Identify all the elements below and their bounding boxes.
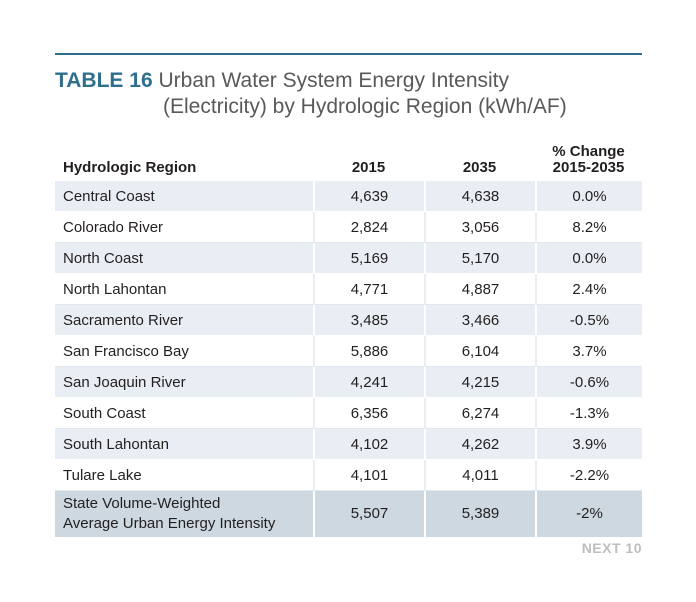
header-row: Hydrologic Region 2015 2035 % Change 201… [55, 138, 642, 181]
header-2035: 2035 [462, 159, 497, 176]
value-2035-cell: 4,638 [424, 181, 535, 212]
value-2015-cell: 4,101 [313, 460, 424, 491]
footer-logo: NEXT 10 [581, 540, 642, 556]
table-row: North Lahontan 4,771 4,887 2.4% [55, 274, 642, 305]
title-line-1: Urban Water System Energy Intensity [158, 69, 510, 92]
value-2035-cell: 3,056 [424, 212, 535, 243]
value-2035-cell: 5,170 [424, 243, 535, 274]
change-cell: -1.3% [535, 398, 642, 429]
value-2015-cell: 6,356 [313, 398, 424, 429]
total-region-cell: State Volume-Weighted Average Urban Ener… [55, 491, 313, 538]
value-2015-cell: 2,824 [313, 212, 424, 243]
change-cell: 2.4% [535, 274, 642, 305]
total-row: State Volume-Weighted Average Urban Ener… [55, 491, 642, 538]
table-row: South Lahontan 4,102 4,262 3.9% [55, 429, 642, 460]
value-2035-cell: 4,262 [424, 429, 535, 460]
total-change-cell: -2% [535, 491, 642, 538]
title-line-2: (Electricity) by Hydrologic Region (kWh/… [163, 95, 567, 118]
energy-intensity-table: Hydrologic Region 2015 2035 % Change 201… [55, 138, 642, 538]
change-cell: 3.9% [535, 429, 642, 460]
total-label-line-1: State Volume-Weighted [63, 495, 221, 512]
region-cell: Tulare Lake [55, 460, 313, 491]
table-row: Sacramento River 3,485 3,466 -0.5% [55, 305, 642, 336]
table-row: San Joaquin River 4,241 4,215 -0.6% [55, 367, 642, 398]
header-2015: 2015 [351, 159, 386, 176]
region-cell: Central Coast [55, 181, 313, 212]
region-cell: North Coast [55, 243, 313, 274]
region-cell: San Francisco Bay [55, 336, 313, 367]
value-2015-cell: 4,771 [313, 274, 424, 305]
table-row: Colorado River 2,824 3,056 8.2% [55, 212, 642, 243]
table-row: Tulare Lake 4,101 4,011 -2.2% [55, 460, 642, 491]
table-title: TABLE 16 Urban Water System Energy Inten… [55, 68, 655, 120]
region-cell: Sacramento River [55, 305, 313, 336]
table-row: San Francisco Bay 5,886 6,104 3.7% [55, 336, 642, 367]
total-2035-cell: 5,389 [424, 491, 535, 538]
header-change-line-1: % Change [552, 143, 625, 160]
header-change: % Change 2015-2035 [535, 138, 642, 181]
table-number: TABLE 16 [55, 69, 153, 92]
change-cell: 3.7% [535, 336, 642, 367]
value-2015-cell: 3,485 [313, 305, 424, 336]
value-2035-cell: 4,215 [424, 367, 535, 398]
region-cell: San Joaquin River [55, 367, 313, 398]
change-cell: -2.2% [535, 460, 642, 491]
change-cell: 0.0% [535, 181, 642, 212]
region-cell: South Coast [55, 398, 313, 429]
change-cell: 8.2% [535, 212, 642, 243]
table-row: South Coast 6,356 6,274 -1.3% [55, 398, 642, 429]
region-cell: Colorado River [55, 212, 313, 243]
value-2015-cell: 4,639 [313, 181, 424, 212]
value-2035-cell: 4,011 [424, 460, 535, 491]
value-2015-cell: 4,102 [313, 429, 424, 460]
change-cell: -0.5% [535, 305, 642, 336]
value-2015-cell: 5,169 [313, 243, 424, 274]
value-2035-cell: 4,887 [424, 274, 535, 305]
change-cell: -0.6% [535, 367, 642, 398]
total-2015-cell: 5,507 [313, 491, 424, 538]
value-2015-cell: 4,241 [313, 367, 424, 398]
total-label-line-2: Average Urban Energy Intensity [63, 515, 276, 532]
value-2035-cell: 6,104 [424, 336, 535, 367]
table-row: North Coast 5,169 5,170 0.0% [55, 243, 642, 274]
value-2035-cell: 6,274 [424, 398, 535, 429]
value-2015-cell: 5,886 [313, 336, 424, 367]
region-cell: South Lahontan [55, 429, 313, 460]
header-change-line-2: 2015-2035 [552, 159, 625, 176]
header-region: Hydrologic Region [63, 159, 197, 176]
table-row: Central Coast 4,639 4,638 0.0% [55, 181, 642, 212]
value-2035-cell: 3,466 [424, 305, 535, 336]
top-rule [55, 53, 642, 55]
change-cell: 0.0% [535, 243, 642, 274]
region-cell: North Lahontan [55, 274, 313, 305]
